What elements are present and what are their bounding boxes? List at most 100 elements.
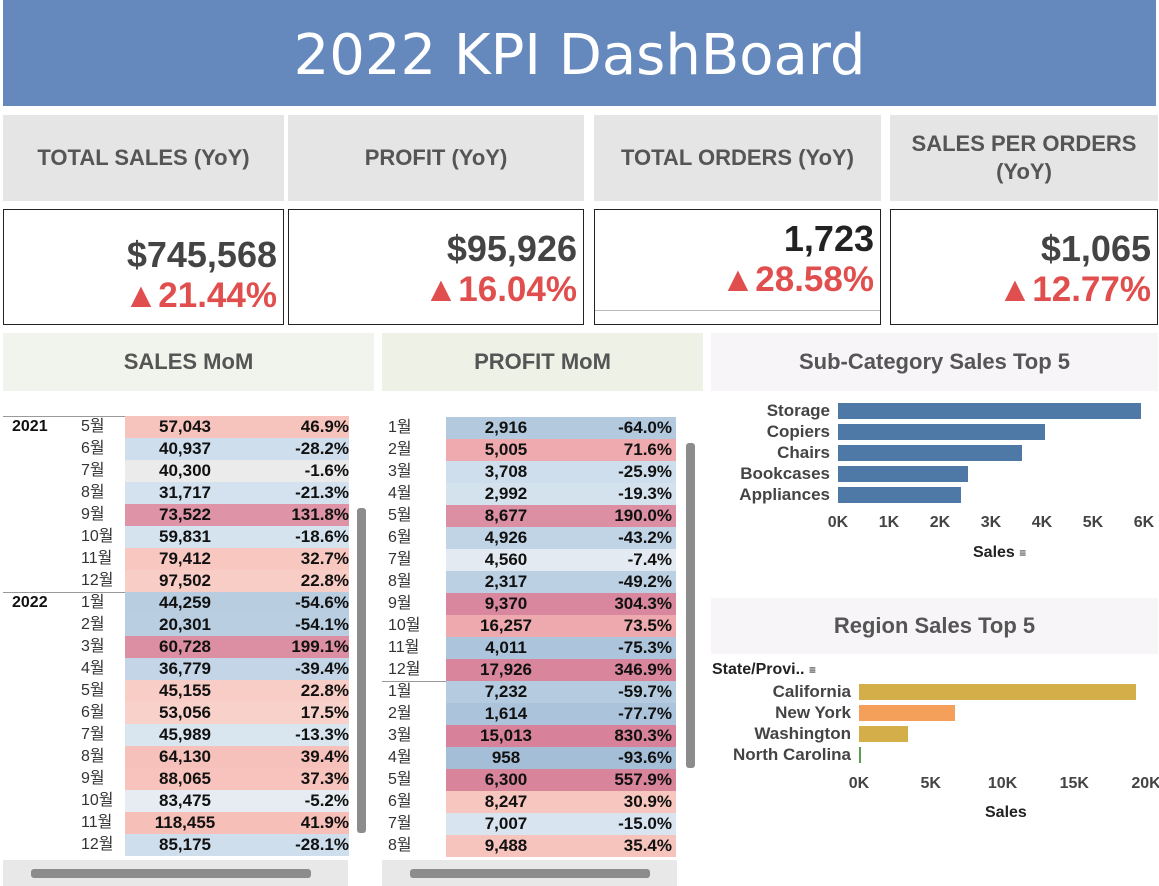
table-row[interactable]: 12월 17,926 346.9%	[382, 659, 703, 681]
sales-value: 31,717	[159, 483, 211, 502]
table-row[interactable]: 9월 88,065 37.3%	[3, 768, 369, 790]
table-row[interactable]: 5월 8,677 190.0%	[382, 505, 703, 527]
table-row[interactable]: 10월 16,257 73.5%	[382, 615, 703, 637]
table-row[interactable]: 8월 31,717 -21.3%	[3, 482, 369, 504]
bar[interactable]	[838, 466, 969, 482]
profit-pct-change: -64.0%	[618, 418, 672, 437]
profit-value: 4,926	[484, 528, 528, 547]
bar[interactable]	[838, 445, 1022, 461]
table-row[interactable]: 12월 97,502 22.8%	[3, 570, 369, 592]
sort-icon[interactable]: ≡	[808, 663, 816, 677]
sales-pct-change: 22.8%	[300, 571, 349, 590]
sales-mom-table[interactable]: 2021 5월 57,043 46.9% 6월 40,937 -28.2% 7월 40,300 -…	[3, 416, 369, 858]
sales-table-vertical-scrollbar[interactable]	[357, 508, 366, 833]
table-row[interactable]: 8월 2,317 -49.2%	[382, 571, 703, 593]
sales-value: 83,475	[159, 791, 211, 810]
month-label: 9월	[388, 595, 412, 612]
table-row[interactable]: 8월 9,488 35.4%	[382, 835, 703, 857]
table-row[interactable]: 7월 7,007 -15.0%	[382, 813, 703, 835]
x-tick-label: 5K	[920, 775, 941, 792]
table-row[interactable]: 7월 4,560 -7.4%	[382, 549, 703, 571]
bar[interactable]	[859, 684, 1136, 700]
profit-pct-change: 830.3%	[614, 726, 672, 745]
value-cell: 8,247 30.9%	[446, 791, 676, 813]
kpi-header-sales-per-order: SALES PER ORDERS (YoY)	[890, 115, 1158, 201]
table-row[interactable]: 4월 958 -93.6%	[382, 747, 703, 769]
table-row[interactable]: 1월 7,232 -59.7%	[382, 681, 703, 703]
value-cell: 1,614 -77.7%	[446, 703, 676, 725]
table-row[interactable]: 10월 59,831 -18.6%	[3, 526, 369, 548]
sales-pct-change: -13.3%	[295, 725, 349, 744]
profit-value: 6,300	[484, 770, 528, 789]
value-cell: 53,056 17.5%	[125, 702, 349, 724]
profit-pct-change: 304.3%	[614, 594, 672, 613]
table-row[interactable]: 2월 5,005 71.6%	[382, 439, 703, 461]
table-row[interactable]: 6월 40,937 -28.2%	[3, 438, 369, 460]
table-row[interactable]: 9월 73,522 131.8%	[3, 504, 369, 526]
table-row[interactable]: 2022 1월 44,259 -54.6%	[3, 592, 369, 614]
sales-table-horizontal-scrollbar[interactable]	[31, 869, 311, 878]
table-row[interactable]: 10월 83,475 -5.2%	[3, 790, 369, 812]
profit-value: 7,232	[484, 682, 528, 701]
table-row[interactable]: 3월 60,728 199.1%	[3, 636, 369, 658]
value-cell: 40,937 -28.2%	[125, 438, 349, 460]
table-row[interactable]: 9월 9,370 304.3%	[382, 593, 703, 615]
sort-icon[interactable]: ≡	[1019, 546, 1027, 560]
profit-value: 9,488	[484, 836, 528, 855]
region-sales-chart[interactable]: California New York Washington North Caroli…	[711, 680, 1159, 805]
table-row[interactable]: 12월 85,175 -28.1%	[3, 834, 369, 856]
table-row[interactable]: 11월 4,011 -75.3%	[382, 637, 703, 659]
bar[interactable]	[859, 747, 861, 763]
bar[interactable]	[838, 487, 962, 503]
x-tick-label: 0K	[848, 775, 870, 792]
table-row[interactable]: 6월 8,247 30.9%	[382, 791, 703, 813]
table-row[interactable]: 11월 79,412 32.7%	[3, 548, 369, 570]
table-row[interactable]: 4월 2,992 -19.3%	[382, 483, 703, 505]
month-label: 8월	[388, 837, 412, 854]
year-label: 2022	[12, 594, 48, 611]
table-row[interactable]: 7월 40,300 -1.6%	[3, 460, 369, 482]
table-row[interactable]: 8월 64,130 39.4%	[3, 746, 369, 768]
table-row[interactable]: 5월 45,155 22.8%	[3, 680, 369, 702]
divider	[595, 310, 880, 311]
kpi-value: $1,065	[1040, 228, 1151, 269]
sales-mom-title: SALES MoM	[3, 333, 374, 391]
table-row[interactable]: 3월 3,708 -25.9%	[382, 461, 703, 483]
table-row[interactable]: 2021 5월 57,043 46.9%	[3, 416, 369, 438]
value-cell: 9,488 35.4%	[446, 835, 676, 857]
profit-pct-change: -77.7%	[618, 704, 672, 723]
bar-label: Storage	[766, 401, 830, 420]
table-row[interactable]: 11월 118,455 41.9%	[3, 812, 369, 834]
table-row[interactable]: 1월 2,916 -64.0%	[382, 417, 703, 439]
table-row[interactable]: 2월 20,301 -54.1%	[3, 614, 369, 636]
profit-value: 4,011	[485, 638, 527, 657]
table-row[interactable]: 6월 53,056 17.5%	[3, 702, 369, 724]
table-row[interactable]: 5월 6,300 557.9%	[382, 769, 703, 791]
profit-pct-change: -25.9%	[618, 462, 672, 481]
profit-value: 4,560	[484, 550, 528, 569]
month-label: 2월	[388, 705, 412, 722]
year-label: 2021	[12, 418, 48, 435]
profit-pct-change: -19.3%	[618, 484, 672, 503]
profit-table-vertical-scrollbar[interactable]	[686, 443, 695, 768]
table-row[interactable]: 6월 4,926 -43.2%	[382, 527, 703, 549]
table-row[interactable]: 7월 45,989 -13.3%	[3, 724, 369, 746]
bar[interactable]	[859, 705, 956, 721]
sales-pct-change: -39.4%	[295, 659, 349, 678]
value-cell: 59,831 -18.6%	[125, 526, 349, 548]
profit-table-horizontal-scrollbar[interactable]	[410, 869, 650, 878]
value-cell: 7,007 -15.0%	[446, 813, 676, 835]
kpi-change: ▲28.58%	[720, 260, 874, 299]
table-row[interactable]: 2월 1,614 -77.7%	[382, 703, 703, 725]
month-label: 12월	[81, 836, 114, 853]
profit-mom-table[interactable]: 1월 2,916 -64.0% 2월 5,005 71.6% 3월 3,708 -25.9% 4월…	[382, 416, 703, 858]
bar[interactable]	[859, 726, 908, 742]
subcategory-x-axis-title: Sales ≡	[973, 544, 1027, 561]
table-row[interactable]: 4월 36,779 -39.4%	[3, 658, 369, 680]
subcategory-sales-chart[interactable]: Storage Copiers Chairs Bookcases Appliances 0…	[711, 395, 1158, 575]
value-cell: 4,011 -75.3%	[446, 637, 676, 659]
bar[interactable]	[838, 424, 1045, 440]
table-row[interactable]: 3월 15,013 830.3%	[382, 725, 703, 747]
bar[interactable]	[838, 403, 1142, 419]
month-label: 5월	[388, 507, 412, 524]
